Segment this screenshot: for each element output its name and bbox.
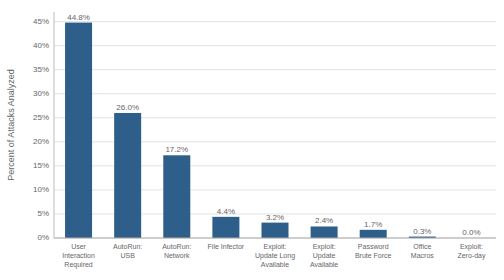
x-tick-label: Exploit:UpdateAvailable bbox=[310, 243, 338, 268]
bars bbox=[65, 23, 436, 238]
bar bbox=[311, 226, 338, 238]
x-tick-label: Exploit:Update LongAvailable bbox=[255, 243, 295, 268]
y-tick-label: 40% bbox=[33, 41, 49, 50]
bar bbox=[261, 223, 288, 238]
data-label: 26.0% bbox=[116, 103, 139, 112]
y-tick-label: 20% bbox=[33, 137, 49, 146]
data-label: 4.4% bbox=[217, 207, 235, 216]
x-axis-line bbox=[54, 238, 496, 239]
y-tick-label: 45% bbox=[33, 17, 49, 26]
y-tick-label: 10% bbox=[33, 185, 49, 194]
bar bbox=[65, 23, 92, 238]
data-label: 1.7% bbox=[364, 220, 382, 229]
x-tick-label: Exploit:Zero-day bbox=[457, 243, 486, 260]
grid-line bbox=[54, 69, 496, 70]
data-labels: 44.8% 26.0% 17.2% 4.4% 3.2% 2.4% 1.7% 0.3% 0.0% bbox=[67, 13, 480, 237]
bar bbox=[212, 217, 239, 238]
grid-line bbox=[54, 93, 496, 94]
y-axis-line bbox=[54, 12, 55, 238]
x-tick-label: UserInteractionRequired bbox=[62, 243, 95, 269]
y-tick-label: 25% bbox=[33, 113, 49, 122]
x-tick-label: AutoRun:Network bbox=[162, 243, 191, 259]
y-tick-label: 35% bbox=[33, 65, 49, 74]
data-label: 0.3% bbox=[413, 227, 431, 236]
y-axis-label: Percent of Attacks Analyzed bbox=[6, 69, 16, 181]
grid bbox=[54, 22, 496, 238]
y-tick-label: 0% bbox=[37, 233, 49, 242]
bar bbox=[163, 155, 190, 238]
x-tick-label: OfficeMacros bbox=[411, 243, 434, 259]
x-tick-label: AutoRun:USB bbox=[113, 243, 142, 259]
data-label: 2.4% bbox=[315, 216, 333, 225]
data-label: 0.0% bbox=[462, 228, 480, 237]
x-tick-label: PasswordBrute Force bbox=[355, 243, 392, 259]
y-tick-label: 15% bbox=[33, 161, 49, 170]
bar bbox=[114, 113, 141, 238]
y-tick-label: 5% bbox=[37, 209, 49, 218]
x-tick-label: File Infector bbox=[208, 243, 245, 250]
y-ticks: 0% 5% 10% 15% 20% 25% 30% 35% 40% 45% bbox=[33, 17, 49, 242]
y-tick-label: 30% bbox=[33, 89, 49, 98]
grid-line bbox=[54, 21, 496, 22]
bar bbox=[360, 230, 387, 238]
x-ticks: UserInteractionRequired AutoRun:USB AutoRu… bbox=[62, 243, 486, 269]
data-label: 44.8% bbox=[67, 13, 90, 22]
grid-line bbox=[54, 238, 496, 239]
data-label: 3.2% bbox=[266, 213, 284, 222]
chart: 0% 5% 10% 15% 20% 25% 30% 35% 40% 45% 44.8% 26.0% 17… bbox=[0, 0, 504, 280]
data-label: 17.2% bbox=[165, 145, 188, 154]
grid-line bbox=[54, 45, 496, 46]
